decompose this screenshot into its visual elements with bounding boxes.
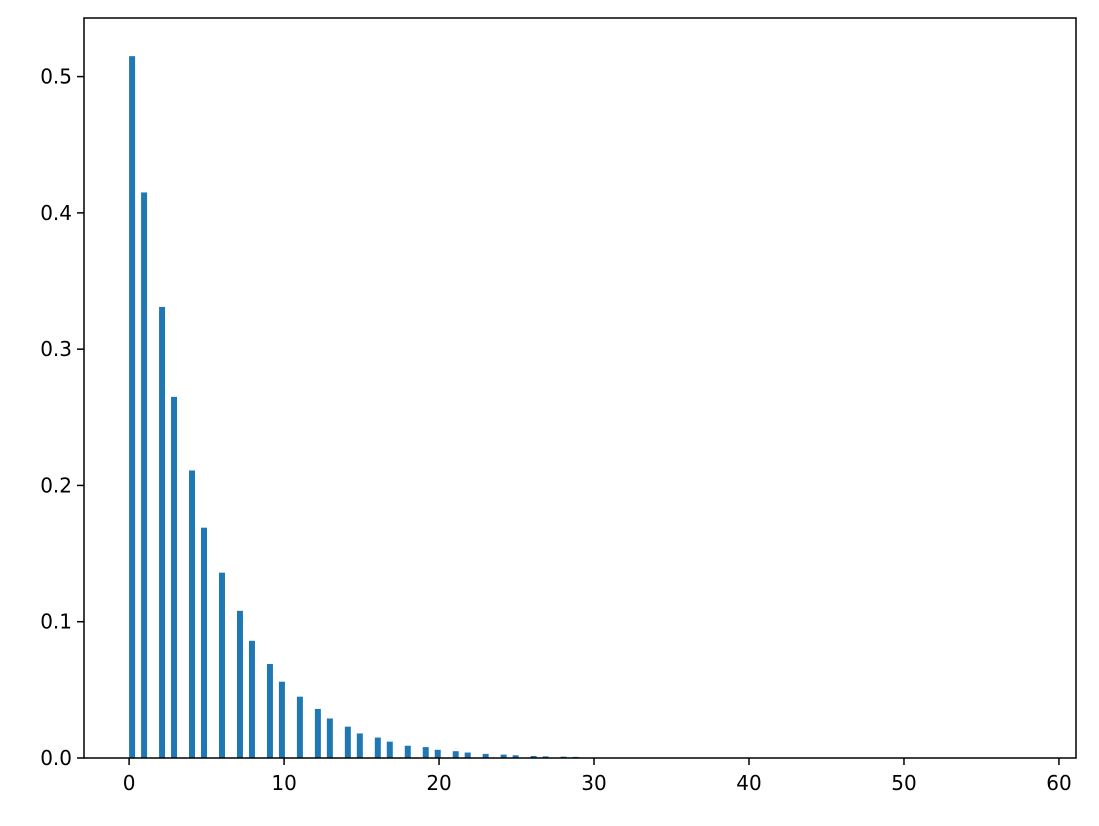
y-tick-label: 0.5 [40, 65, 72, 89]
bar [266, 663, 273, 758]
bar [189, 470, 196, 758]
bar [404, 745, 411, 758]
bar [512, 755, 519, 758]
bar [356, 733, 363, 758]
bar [159, 306, 166, 758]
bar [422, 747, 429, 758]
bar [530, 755, 537, 758]
bar [326, 718, 333, 758]
x-tick-label: 50 [891, 771, 916, 795]
x-tick-label: 20 [426, 771, 451, 795]
bar [278, 681, 285, 758]
bar [452, 751, 459, 758]
y-tick-label: 0.3 [40, 337, 72, 361]
x-tick-label: 40 [736, 771, 761, 795]
y-tick-label: 0.4 [40, 201, 72, 225]
bar [129, 56, 136, 758]
bar [236, 610, 243, 758]
y-tick-label: 0.2 [40, 473, 72, 497]
bar [386, 741, 393, 758]
bar [248, 640, 255, 758]
plot-frame [83, 17, 1077, 759]
x-tick-label: 30 [581, 771, 606, 795]
x-axis: 0 10 20 30 40 50 60 [123, 758, 1072, 795]
bar [464, 752, 471, 758]
x-tick-label: 60 [1046, 771, 1071, 795]
bar [171, 396, 178, 758]
bar [482, 753, 489, 758]
bar [218, 572, 225, 758]
x-tick-label: 10 [271, 771, 296, 795]
bar [374, 737, 381, 758]
bar [500, 754, 507, 758]
bar [344, 726, 351, 758]
y-tick-label: 0.1 [40, 610, 72, 634]
bars [129, 56, 579, 759]
bar [141, 192, 148, 759]
bar [296, 696, 303, 758]
bar [201, 527, 208, 758]
bar [434, 749, 441, 758]
bar [314, 708, 321, 758]
bar [542, 756, 549, 758]
x-tick-label: 0 [123, 771, 136, 795]
y-axis: 0.0 0.1 0.2 0.3 0.4 0.5 [40, 65, 84, 770]
y-tick-label: 0.0 [40, 746, 72, 770]
